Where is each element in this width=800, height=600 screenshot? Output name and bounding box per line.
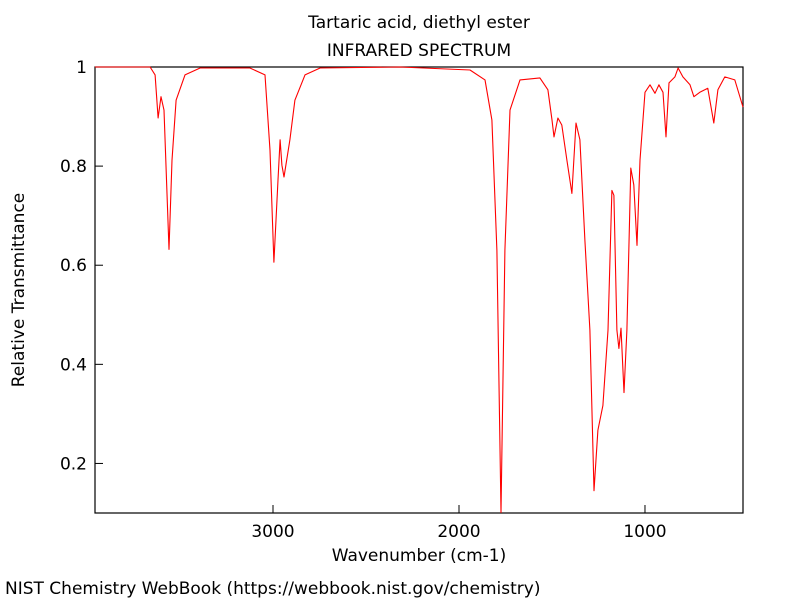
y-tick-label: 0.8 xyxy=(60,157,87,177)
footer: NIST Chemistry WebBook (https://webbook.… xyxy=(5,579,540,599)
y-tick-label: 1 xyxy=(76,58,87,78)
y-tick-label: 0.6 xyxy=(60,256,87,276)
chart-title: Tartaric acid, diethyl ester xyxy=(307,13,530,33)
x-axis-label: Wavenumber (cm-1) xyxy=(332,546,507,566)
y-tick-label: 0.2 xyxy=(60,454,87,474)
x-tick-label: 1000 xyxy=(623,522,666,542)
y-axis-label: Relative Transmittance xyxy=(9,193,29,388)
plot-frame xyxy=(94,66,744,514)
chart-subtitle: INFRARED SPECTRUM xyxy=(327,41,511,61)
x-tick-label: 3000 xyxy=(251,522,294,542)
spectrum-line xyxy=(95,66,744,514)
y-tick-label: 0.4 xyxy=(60,355,87,375)
x-tick-label: 2000 xyxy=(437,522,480,542)
